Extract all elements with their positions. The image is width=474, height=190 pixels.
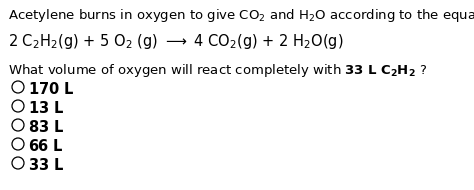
Text: $\mathbf{83\ L}$: $\mathbf{83\ L}$ bbox=[28, 119, 64, 135]
Text: $\mathbf{66\ L}$: $\mathbf{66\ L}$ bbox=[28, 138, 64, 154]
Text: $\mathbf{13\ L}$: $\mathbf{13\ L}$ bbox=[28, 100, 64, 116]
Text: $\mathbf{170\ L}$: $\mathbf{170\ L}$ bbox=[28, 81, 74, 97]
Text: Acetylene burns in oxygen to give CO$_2$ and H$_2$O according to the equation be: Acetylene burns in oxygen to give CO$_2$… bbox=[8, 7, 474, 24]
Text: What volume of oxygen will react completely with $\mathbf{33\ L\ C_2H_2}$ ?: What volume of oxygen will react complet… bbox=[8, 62, 427, 79]
Text: 2 C$_2$H$_2$(g) + 5 O$_2$ (g) $\longrightarrow$ 4 CO$_2$(g) + 2 H$_2$O(g): 2 C$_2$H$_2$(g) + 5 O$_2$ (g) $\longrigh… bbox=[8, 32, 344, 51]
Text: $\mathbf{33\ L}$: $\mathbf{33\ L}$ bbox=[28, 157, 64, 173]
